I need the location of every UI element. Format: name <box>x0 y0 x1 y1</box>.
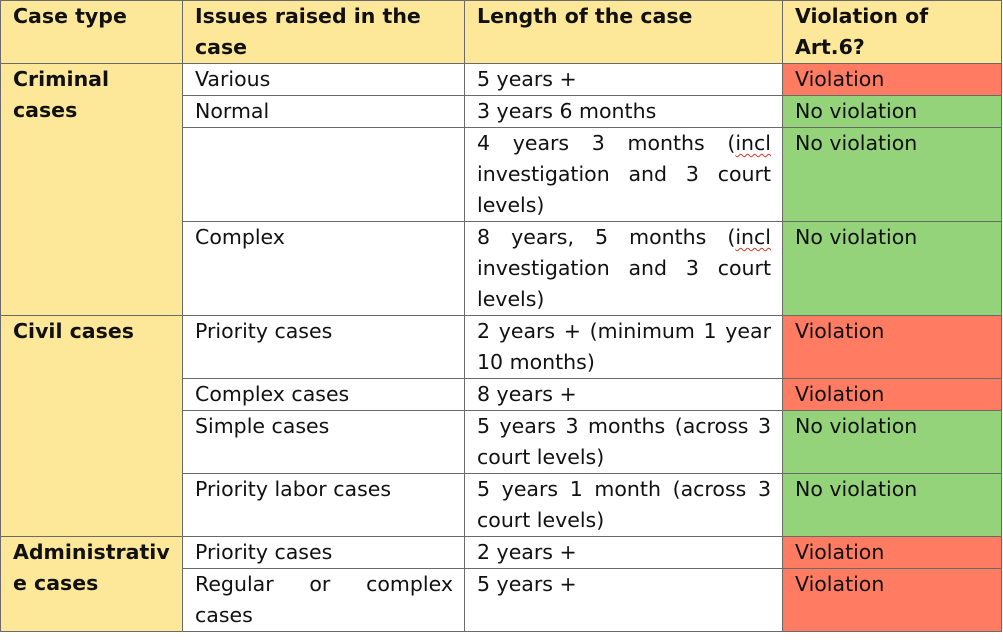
length-cell: 8 years + <box>464 378 783 411</box>
length-cell: 5 years + <box>464 568 783 632</box>
table-row: Criminal cases Various 5 years + Violati… <box>0 63 1002 316</box>
table-row: Complex 8 years, 5 months (incl investig… <box>1 221 1002 316</box>
issue-cell: Complex <box>182 221 465 316</box>
length-text: 8 years, 5 months ( <box>477 225 736 249</box>
length-cell: 2 years + (minimum 1 year 10 months) <box>464 315 783 379</box>
issue-cell: Priority cases <box>182 315 465 379</box>
verdict-cell: Violation <box>782 378 1002 411</box>
length-text: investigation and 3 court levels) <box>477 162 771 217</box>
verdict-cell: Violation <box>782 63 1002 96</box>
length-cell: 5 years 3 months (across 3 court levels) <box>464 410 783 474</box>
verdict-cell: No violation <box>782 410 1002 474</box>
table-row: 4 years 3 months (incl investigation and… <box>1 127 1002 222</box>
issue-cell: Various <box>182 63 465 96</box>
table-row: Normal 3 years 6 months No violation <box>1 95 1002 128</box>
case-type-cell: Civil cases <box>0 315 183 537</box>
length-cell: 5 years 1 month (across 3 court levels) <box>464 473 783 537</box>
length-cell: 2 years + <box>464 536 783 569</box>
issue-cell: Regular or complex cases <box>182 568 465 632</box>
verdict-cell: No violation <box>782 473 1002 537</box>
header-issues: Issues raised in the case <box>182 0 465 64</box>
table-row: Civil cases Priority cases 2 years + (mi… <box>0 315 1002 537</box>
verdict-cell: Violation <box>782 315 1002 379</box>
length-cell: 3 years 6 months <box>464 95 783 128</box>
header-violation: Violation of Art.6? <box>782 0 1002 64</box>
verdict-cell: Violation <box>782 568 1002 632</box>
table-row: Complex cases 8 years + Violation <box>1 378 1002 411</box>
header-row: Case type Issues raised in the case Leng… <box>0 0 1002 64</box>
issue-cell: Priority cases <box>182 536 465 569</box>
issue-cell: Simple cases <box>182 410 465 474</box>
case-type-cell: Criminal cases <box>0 63 183 316</box>
table-row: Regular or complex cases 5 years + Viola… <box>1 568 1002 632</box>
length-cell: 4 years 3 months (incl investigation and… <box>464 127 783 222</box>
issue-cell: Normal <box>182 95 465 128</box>
table-row: Priority labor cases 5 years 1 month (ac… <box>1 473 1002 537</box>
length-text: investigation and 3 court levels) <box>477 256 771 311</box>
verdict-cell: No violation <box>782 127 1002 222</box>
length-cell: 5 years + <box>464 63 783 96</box>
verdict-cell: No violation <box>782 95 1002 128</box>
case-type-cell: Administrative cases <box>0 536 183 632</box>
issue-cell: Priority labor cases <box>182 473 465 537</box>
verdict-cell: No violation <box>782 221 1002 316</box>
table-row: Administrative cases Priority cases 2 ye… <box>0 536 1002 632</box>
spellcheck-word: incl <box>735 225 771 249</box>
header-length: Length of the case <box>464 0 783 64</box>
header-case-type: Case type <box>0 0 183 64</box>
verdict-cell: Violation <box>782 536 1002 569</box>
length-text: 4 years 3 months ( <box>477 131 736 155</box>
table-row: Simple cases 5 years 3 months (across 3 … <box>1 410 1002 474</box>
spellcheck-word: incl <box>735 131 771 155</box>
length-cell: 8 years, 5 months (incl investigation an… <box>464 221 783 316</box>
issue-cell <box>182 127 465 222</box>
issue-cell: Complex cases <box>182 378 465 411</box>
